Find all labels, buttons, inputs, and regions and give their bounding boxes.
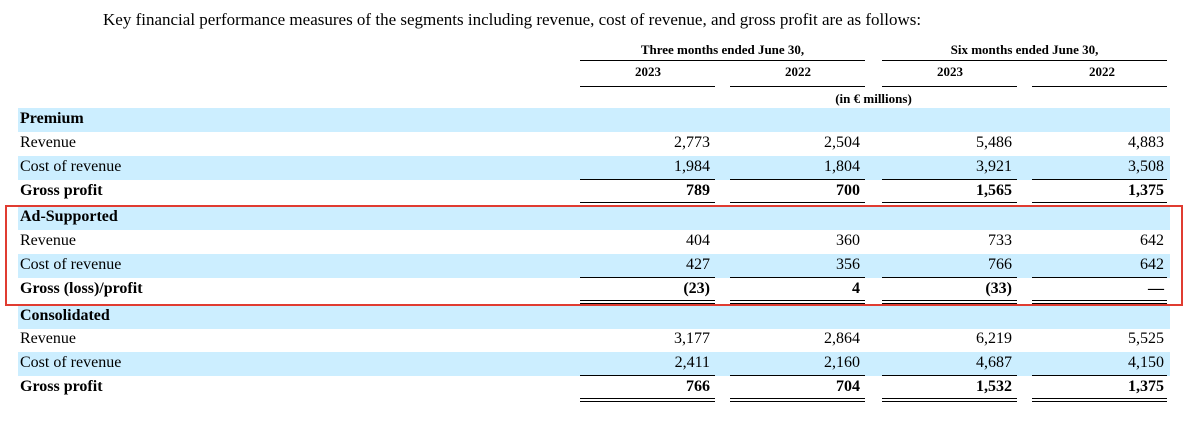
- cell-value: 704: [836, 378, 860, 395]
- double-underline: [1032, 398, 1167, 402]
- cell-value: 3,921: [976, 158, 1012, 175]
- subtotal-rule: [730, 179, 865, 180]
- row-label: Revenue: [20, 232, 76, 249]
- double-underline: [1032, 300, 1167, 304]
- section-header-consolidated: Consolidated: [18, 305, 1170, 329]
- header-rule: [882, 60, 1167, 61]
- cell-value: 6,219: [976, 330, 1012, 347]
- table-row: Revenue 404 360 733 642: [18, 230, 1170, 254]
- row-label: Cost of revenue: [20, 354, 122, 371]
- row-label: Gross (loss)/profit: [20, 280, 143, 297]
- cell-value: 3,177: [674, 330, 710, 347]
- table-row: Gross profit 789 700 1,565 1,375: [18, 180, 1170, 204]
- cell-value: 4,687: [976, 354, 1012, 371]
- cell-value: 4,150: [1128, 354, 1164, 371]
- cell-value: 2,160: [824, 354, 860, 371]
- table-row: Revenue 3,177 2,864 6,219 5,525: [18, 328, 1170, 352]
- double-underline: [882, 300, 1017, 304]
- cell-value: 700: [836, 182, 860, 199]
- intro-text: Key financial performance measures of th…: [103, 10, 922, 29]
- cell-value: 1,375: [1128, 378, 1164, 395]
- year-rule: [730, 86, 865, 87]
- table-row: Gross profit 766 704 1,532 1,375: [18, 376, 1170, 400]
- cell-value: 642: [1140, 256, 1164, 273]
- cell-value: 360: [836, 232, 860, 249]
- header-three-months: Three months ended June 30,: [640, 42, 805, 57]
- cell-value: 3,508: [1128, 158, 1164, 175]
- header-rule: [580, 60, 865, 61]
- year-header: 2023: [937, 64, 963, 79]
- section-title: Consolidated: [20, 307, 110, 324]
- double-underline: [580, 398, 715, 402]
- cell-value: 356: [836, 256, 860, 273]
- section-header-ad-supported: Ad-Supported: [18, 206, 1170, 230]
- subtotal-rule: [1032, 277, 1167, 278]
- cell-value: 766: [988, 256, 1012, 273]
- table-row: Cost of revenue 2,411 2,160 4,687 4,150: [18, 352, 1170, 376]
- table-row: Gross (loss)/profit (23) 4 (33) —: [18, 278, 1170, 302]
- year-header: 2022: [785, 64, 811, 79]
- section-header-premium: Premium: [18, 108, 1170, 132]
- header-six-months: Six months ended June 30,: [950, 42, 1099, 57]
- subtotal-rule: [882, 375, 1017, 376]
- row-label: Gross profit: [20, 378, 103, 395]
- subtotal-rule: [1032, 375, 1167, 376]
- double-underline: [882, 398, 1017, 402]
- cell-value: 1,565: [976, 182, 1012, 199]
- section-title: Ad-Supported: [20, 208, 118, 225]
- units-label: (in € millions): [835, 91, 912, 106]
- subtotal-rule: [580, 277, 715, 278]
- row-label: Revenue: [20, 330, 76, 347]
- cell-value: 4,883: [1128, 134, 1164, 151]
- cell-value: 733: [988, 232, 1012, 249]
- cell-value: 1,532: [976, 378, 1012, 395]
- cell-value: 427: [686, 256, 710, 273]
- cell-value: 2,773: [674, 134, 710, 151]
- cell-value: 789: [686, 182, 710, 199]
- cell-value: —: [1148, 280, 1164, 297]
- cell-value: 404: [686, 232, 710, 249]
- cell-value: 5,486: [976, 134, 1012, 151]
- double-underline: [730, 398, 865, 402]
- cell-value: 2,504: [824, 134, 860, 151]
- subtotal-rule: [882, 277, 1017, 278]
- cell-value: 1,804: [824, 158, 860, 175]
- subtotal-rule: [1032, 179, 1167, 180]
- subtotal-rule: [730, 375, 865, 376]
- table-row: Cost of revenue 427 356 766 642: [18, 254, 1170, 278]
- subtotal-rule: [580, 179, 715, 180]
- subtotal-rule: [882, 179, 1017, 180]
- cell-value: 766: [686, 378, 710, 395]
- year-header: 2022: [1089, 64, 1115, 79]
- year-rule: [1032, 86, 1167, 87]
- subtotal-rule: [580, 375, 715, 376]
- row-label: Cost of revenue: [20, 158, 122, 175]
- row-label: Cost of revenue: [20, 256, 122, 273]
- cell-value: 2,864: [824, 330, 860, 347]
- cell-value: 1,984: [674, 158, 710, 175]
- cell-value: (33): [985, 280, 1012, 297]
- cell-value: 4: [852, 280, 860, 297]
- cell-value: (23): [683, 280, 710, 297]
- cell-value: 642: [1140, 232, 1164, 249]
- double-underline: [580, 300, 715, 304]
- double-underline: [730, 300, 865, 304]
- year-rule: [580, 86, 715, 87]
- subtotal-rule: [730, 277, 865, 278]
- year-header: 2023: [635, 64, 661, 79]
- cell-value: 5,525: [1128, 330, 1164, 347]
- section-title: Premium: [20, 110, 84, 127]
- cell-value: 2,411: [674, 354, 710, 371]
- row-label: Gross profit: [20, 182, 103, 199]
- cell-value: 1,375: [1128, 182, 1164, 199]
- table-row: Revenue 2,773 2,504 5,486 4,883: [18, 132, 1170, 156]
- row-label: Revenue: [20, 134, 76, 151]
- year-rule: [882, 86, 1017, 87]
- table-row: Cost of revenue 1,984 1,804 3,921 3,508: [18, 156, 1170, 180]
